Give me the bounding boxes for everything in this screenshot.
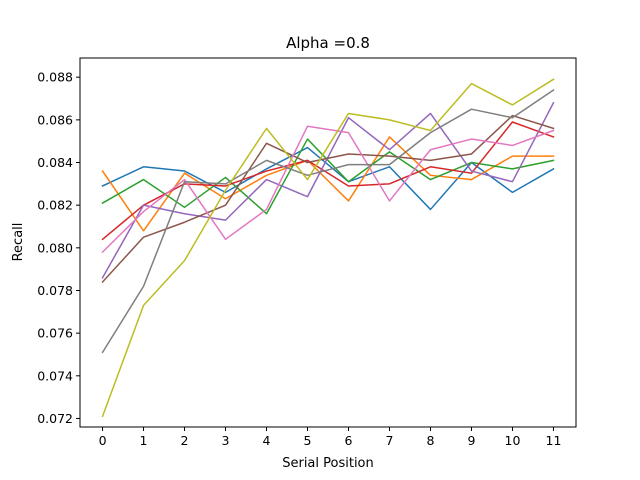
x-tick-label: 3	[222, 433, 230, 448]
y-tick-label: 0.088	[37, 70, 73, 85]
x-tick-label: 4	[263, 433, 271, 448]
series-line-2	[101, 136, 555, 232]
y-tick-label: 0.084	[37, 155, 73, 170]
y-tick-label: 0.072	[37, 411, 73, 426]
series-line-7	[101, 125, 555, 254]
x-tick-label: 2	[181, 433, 189, 448]
series-line-6	[101, 114, 555, 284]
series-layer	[101, 78, 555, 418]
x-axis-label: Serial Position	[282, 456, 374, 471]
y-tick-label: 0.074	[37, 368, 73, 383]
x-tick-label: 5	[304, 433, 312, 448]
chart-title: Alpha =0.8	[286, 34, 370, 52]
series-line-9	[101, 78, 555, 418]
y-tick-label: 0.080	[37, 240, 73, 255]
y-axis-label: Recall	[11, 223, 26, 262]
series-line-8	[101, 88, 555, 354]
x-tick-label: 7	[386, 433, 394, 448]
y-tick-label: 0.078	[37, 283, 73, 298]
y-tick-label: 0.086	[37, 112, 73, 127]
y-axis: 0.072 0.074 0.076 0.078 0.080 0.082 0.084 0.086…	[37, 70, 80, 426]
x-tick-label: 9	[467, 433, 475, 448]
x-tick-label: 1	[140, 433, 148, 448]
plot-frame	[79, 57, 577, 428]
x-tick-label: 0	[99, 433, 107, 448]
series-line-1	[101, 146, 555, 211]
series-line-5	[101, 101, 555, 279]
x-tick-label: 10	[505, 433, 521, 448]
x-axis: 0 1 2 3 4 5 6 7 8 9 10 11	[99, 427, 562, 448]
series-line-4	[101, 121, 555, 241]
y-tick-label: 0.082	[37, 198, 73, 213]
y-tick-label: 0.076	[37, 326, 73, 341]
x-tick-label: 8	[427, 433, 435, 448]
x-tick-label: 11	[546, 433, 562, 448]
x-tick-label: 6	[345, 433, 353, 448]
